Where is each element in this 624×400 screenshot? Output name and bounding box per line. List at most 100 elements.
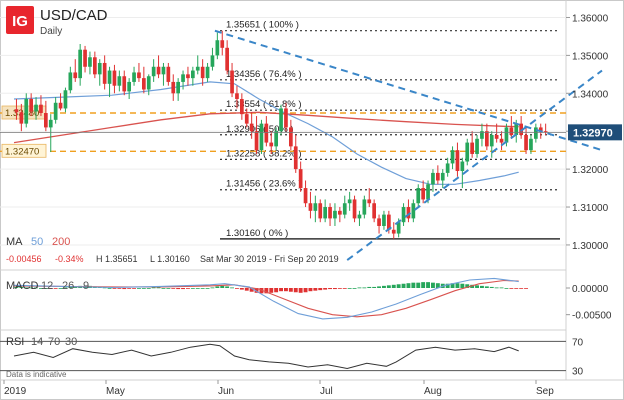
macd-histogram-bar bbox=[293, 288, 298, 293]
candle-body bbox=[543, 131, 548, 133]
candle-body bbox=[53, 102, 58, 120]
macd-histogram-bar bbox=[514, 288, 519, 289]
candle-body bbox=[298, 169, 303, 189]
candle-body bbox=[460, 161, 465, 172]
macd-histogram-bar bbox=[284, 288, 288, 292]
fib-level-label: 1.33554 ( 61.8% ) bbox=[226, 99, 302, 110]
candle-body bbox=[269, 142, 274, 147]
macd-histogram-bar bbox=[225, 286, 230, 288]
fib-level-label: 1.31456 ( 23.6% ) bbox=[226, 179, 302, 190]
candle-body bbox=[465, 142, 470, 162]
macd-tick-label: 0.00000 bbox=[572, 284, 609, 295]
macd-histogram-bar bbox=[244, 288, 249, 291]
macd-histogram-bar bbox=[53, 288, 58, 289]
macd-histogram-bar bbox=[421, 282, 426, 288]
candle-body bbox=[382, 214, 386, 226]
macd-histogram-bar bbox=[122, 288, 127, 290]
candle-body bbox=[284, 108, 288, 128]
candle-body bbox=[24, 98, 29, 124]
rsi-param-period: 14 bbox=[31, 336, 43, 348]
macd-histogram-bar bbox=[220, 285, 225, 288]
candle-body bbox=[342, 203, 347, 215]
macd-histogram-bar bbox=[171, 288, 176, 289]
price-tick-label: 1.32000 bbox=[572, 165, 609, 176]
candle-body bbox=[529, 138, 533, 151]
candle-body bbox=[127, 81, 131, 92]
macd-histogram-bar bbox=[230, 287, 234, 289]
candle-body bbox=[347, 199, 352, 204]
macd-histogram-bar bbox=[137, 288, 141, 289]
rsi-line bbox=[13, 343, 519, 370]
candle-body bbox=[426, 184, 430, 200]
candle-body bbox=[176, 81, 180, 94]
candle-body bbox=[411, 203, 416, 219]
macd-histogram-bar bbox=[146, 288, 151, 289]
candle-body bbox=[186, 74, 190, 79]
candle-body bbox=[504, 127, 509, 143]
candle-body bbox=[308, 203, 313, 211]
candle-body bbox=[195, 66, 200, 71]
candle-body bbox=[142, 78, 146, 90]
rsi-label: RSI bbox=[6, 336, 24, 348]
macd-histogram-bar bbox=[274, 288, 279, 293]
macd-histogram-bar bbox=[337, 288, 342, 289]
rsi-param-upper: 70 bbox=[48, 336, 60, 348]
macd-histogram-bar bbox=[200, 288, 205, 289]
last-price-tag bbox=[568, 124, 622, 141]
fib-level-label: 1.34356 ( 76.4% ) bbox=[226, 69, 302, 80]
price-axis: 1.360001.350001.340001.330001.320001.310… bbox=[0, 13, 622, 252]
timeframe-label: Daily bbox=[40, 26, 62, 37]
candle-body bbox=[489, 135, 494, 147]
macd-histogram-bar bbox=[156, 287, 161, 289]
macd-histogram-bar bbox=[43, 288, 48, 289]
candle-body bbox=[494, 135, 499, 139]
macd-histogram-bar bbox=[431, 282, 435, 288]
candle-body bbox=[19, 112, 24, 124]
fib-label-bg bbox=[224, 177, 300, 189]
price-change-percent: -0.34% bbox=[55, 254, 84, 264]
ma-slow-period: 200 bbox=[52, 236, 70, 248]
candle-body bbox=[122, 76, 127, 92]
macd-histogram-bar bbox=[401, 283, 406, 288]
macd-histogram-bar bbox=[127, 288, 132, 289]
macd-histogram-bar bbox=[239, 288, 244, 290]
macd-histogram-bar bbox=[151, 287, 156, 289]
time-tick-label: Aug bbox=[424, 386, 442, 397]
candle-body bbox=[215, 40, 220, 56]
macd-histogram-bar bbox=[499, 287, 504, 289]
candle-body bbox=[181, 74, 185, 82]
macd-histogram-bar bbox=[367, 286, 372, 288]
fib-label-bg bbox=[224, 67, 300, 79]
macd-histogram-bar bbox=[298, 288, 303, 293]
fibonacci-levels: 1.35651 ( 100% ) 1.34356 ( 76.4% ) 1.33554… bbox=[220, 18, 560, 240]
candlesticks bbox=[14, 30, 548, 239]
macd-histogram-bar bbox=[352, 288, 357, 289]
candle-body bbox=[102, 62, 107, 84]
macd-histogram-bar bbox=[450, 283, 455, 288]
candle-body bbox=[264, 123, 269, 143]
candle-body bbox=[151, 66, 156, 77]
macd-histogram-bar bbox=[318, 288, 323, 291]
macd-histogram-bar bbox=[19, 286, 24, 288]
candle-body bbox=[137, 72, 141, 79]
macd-histogram-bar bbox=[445, 283, 450, 288]
macd-panel: 0.00000 -0.00500 bbox=[13, 277, 612, 322]
candle-body bbox=[254, 131, 259, 151]
date-range: Sat Mar 30 2019 - Fri Sep 20 2019 bbox=[200, 254, 339, 264]
candle-body bbox=[107, 70, 112, 84]
macd-histogram-bar bbox=[357, 287, 362, 289]
macd-histogram-bar bbox=[391, 284, 396, 288]
macd-histogram-bar bbox=[396, 284, 401, 288]
macd-histogram-bar bbox=[484, 286, 489, 288]
candle-body bbox=[362, 199, 367, 215]
macd-histogram-bar bbox=[504, 288, 509, 289]
trendlines bbox=[214, 29, 603, 261]
macd-histogram-bar bbox=[323, 288, 328, 290]
candle-body bbox=[514, 123, 519, 135]
price-tick-label: 1.30000 bbox=[572, 241, 609, 252]
candle-body bbox=[29, 98, 33, 112]
price-change: -0.00456 bbox=[6, 254, 42, 264]
fib-label-bg bbox=[224, 98, 300, 110]
candle-body bbox=[475, 138, 479, 154]
